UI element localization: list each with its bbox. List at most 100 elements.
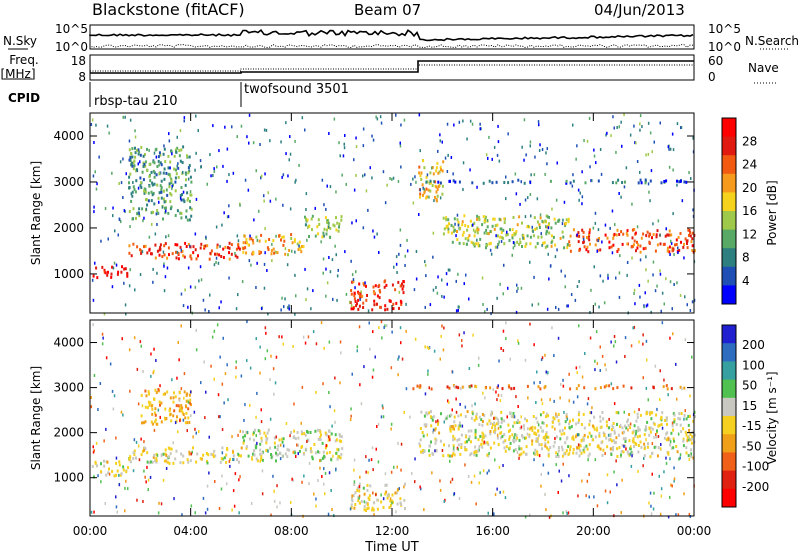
heatmap-cell bbox=[358, 325, 361, 329]
heatmap-cell bbox=[542, 241, 545, 245]
heatmap-cell bbox=[499, 490, 501, 494]
heatmap-cell bbox=[385, 490, 388, 494]
heatmap-cell bbox=[472, 228, 475, 232]
heatmap-cell bbox=[539, 387, 542, 391]
heatmap-cell bbox=[557, 491, 559, 494]
heatmap-cell bbox=[628, 453, 631, 457]
heatmap-cell bbox=[517, 287, 519, 290]
heatmap-cell bbox=[238, 247, 241, 251]
heatmap-cell bbox=[183, 116, 186, 120]
heatmap-cell bbox=[233, 504, 236, 508]
heatmap-cell bbox=[649, 179, 652, 183]
heatmap-cell bbox=[471, 404, 473, 408]
heatmap-cell bbox=[283, 239, 286, 243]
heatmap-cell bbox=[362, 144, 365, 148]
heatmap-cell bbox=[237, 433, 239, 437]
heatmap-cell bbox=[680, 126, 683, 129]
heatmap-cell bbox=[221, 428, 224, 431]
heatmap-cell bbox=[379, 290, 382, 294]
heatmap-cell bbox=[270, 354, 272, 358]
heatmap-cell bbox=[151, 193, 154, 197]
heatmap-cell bbox=[536, 453, 539, 457]
heatmap-cell bbox=[636, 240, 638, 244]
heatmap-cell bbox=[297, 443, 300, 447]
heatmap-cell bbox=[329, 226, 332, 230]
heatmap-cell bbox=[682, 427, 685, 431]
heatmap-cell bbox=[337, 229, 340, 233]
heatmap-cell bbox=[692, 208, 694, 212]
x-axis: 00:00 04:00 08:00 12:00 16:00 20:00 00:00 bbox=[73, 113, 711, 538]
heatmap-cell bbox=[287, 448, 290, 452]
heatmap-cell bbox=[572, 418, 574, 422]
heatmap-cell bbox=[544, 492, 546, 496]
heatmap-cell bbox=[367, 506, 370, 510]
heatmap-cell bbox=[160, 163, 163, 167]
heatmap-cell bbox=[205, 235, 207, 239]
heatmap-cell bbox=[92, 475, 95, 479]
heatmap-cell bbox=[237, 239, 240, 243]
heatmap-cell bbox=[366, 503, 369, 507]
heatmap-cell bbox=[282, 203, 284, 207]
heatmap-cell bbox=[539, 216, 542, 220]
heatmap-cell bbox=[150, 199, 153, 203]
heatmap-cell bbox=[163, 262, 165, 266]
heatmap-cell bbox=[146, 251, 149, 255]
heatmap-cell bbox=[506, 230, 508, 234]
heatmap-cell bbox=[160, 196, 163, 200]
heatmap-cell bbox=[174, 148, 177, 152]
heatmap-cell bbox=[189, 193, 192, 197]
heatmap-cell bbox=[422, 434, 425, 438]
heatmap-cell bbox=[228, 241, 231, 245]
heatmap-cell bbox=[436, 291, 439, 295]
heatmap-cell bbox=[266, 269, 268, 272]
heatmap-cell bbox=[124, 303, 127, 307]
heatmap-cell bbox=[436, 194, 439, 198]
heatmap-cell bbox=[260, 307, 263, 311]
heatmap-cell bbox=[555, 306, 557, 309]
heatmap-cell bbox=[273, 499, 276, 503]
heatmap-cell bbox=[508, 385, 511, 389]
heatmap-cell bbox=[505, 445, 508, 449]
heatmap-cell bbox=[132, 185, 135, 189]
heatmap-cell bbox=[169, 407, 172, 411]
heatmap-cell bbox=[633, 445, 636, 448]
heatmap-cell bbox=[172, 461, 175, 465]
heatmap-cell bbox=[518, 439, 521, 442]
heatmap-cell bbox=[351, 221, 353, 225]
heatmap-cell bbox=[691, 237, 694, 241]
heatmap-cell bbox=[425, 274, 427, 278]
heatmap-cell bbox=[522, 450, 525, 454]
heatmap-cell bbox=[569, 234, 572, 238]
heatmap-cell bbox=[138, 212, 140, 216]
heatmap-cell bbox=[503, 433, 506, 437]
heatmap-cell bbox=[647, 152, 650, 156]
heatmap-cell bbox=[607, 273, 609, 277]
heatmap-cell bbox=[363, 283, 366, 287]
heatmap-cell bbox=[639, 413, 642, 417]
heatmap-cell bbox=[127, 466, 129, 470]
heatmap-cell bbox=[511, 236, 514, 240]
heatmap-cell bbox=[143, 216, 145, 220]
heatmap-cell bbox=[449, 429, 452, 433]
heatmap-cell bbox=[128, 148, 131, 152]
heatmap-cell bbox=[157, 211, 159, 215]
heatmap-cell bbox=[93, 141, 95, 144]
heatmap-cell bbox=[225, 482, 228, 486]
heatmap-cell bbox=[380, 320, 383, 324]
heatmap-cell bbox=[176, 250, 179, 254]
heatmap-cell bbox=[470, 240, 473, 244]
heatmap-cell bbox=[246, 359, 248, 363]
heatmap-cell bbox=[183, 200, 186, 204]
heatmap-cell bbox=[525, 436, 528, 440]
heatmap-cell bbox=[438, 431, 441, 435]
heatmap-cell bbox=[610, 439, 613, 443]
heatmap-cell bbox=[606, 445, 609, 449]
heatmap-cell bbox=[587, 250, 590, 254]
heatmap-cell bbox=[557, 307, 560, 311]
heatmap-cell bbox=[551, 425, 554, 429]
heatmap-cell bbox=[503, 419, 506, 423]
heatmap-cell bbox=[325, 228, 328, 232]
heatmap-cell bbox=[190, 214, 193, 218]
heatmap-cell bbox=[188, 401, 191, 405]
heatmap-cell bbox=[428, 449, 430, 453]
